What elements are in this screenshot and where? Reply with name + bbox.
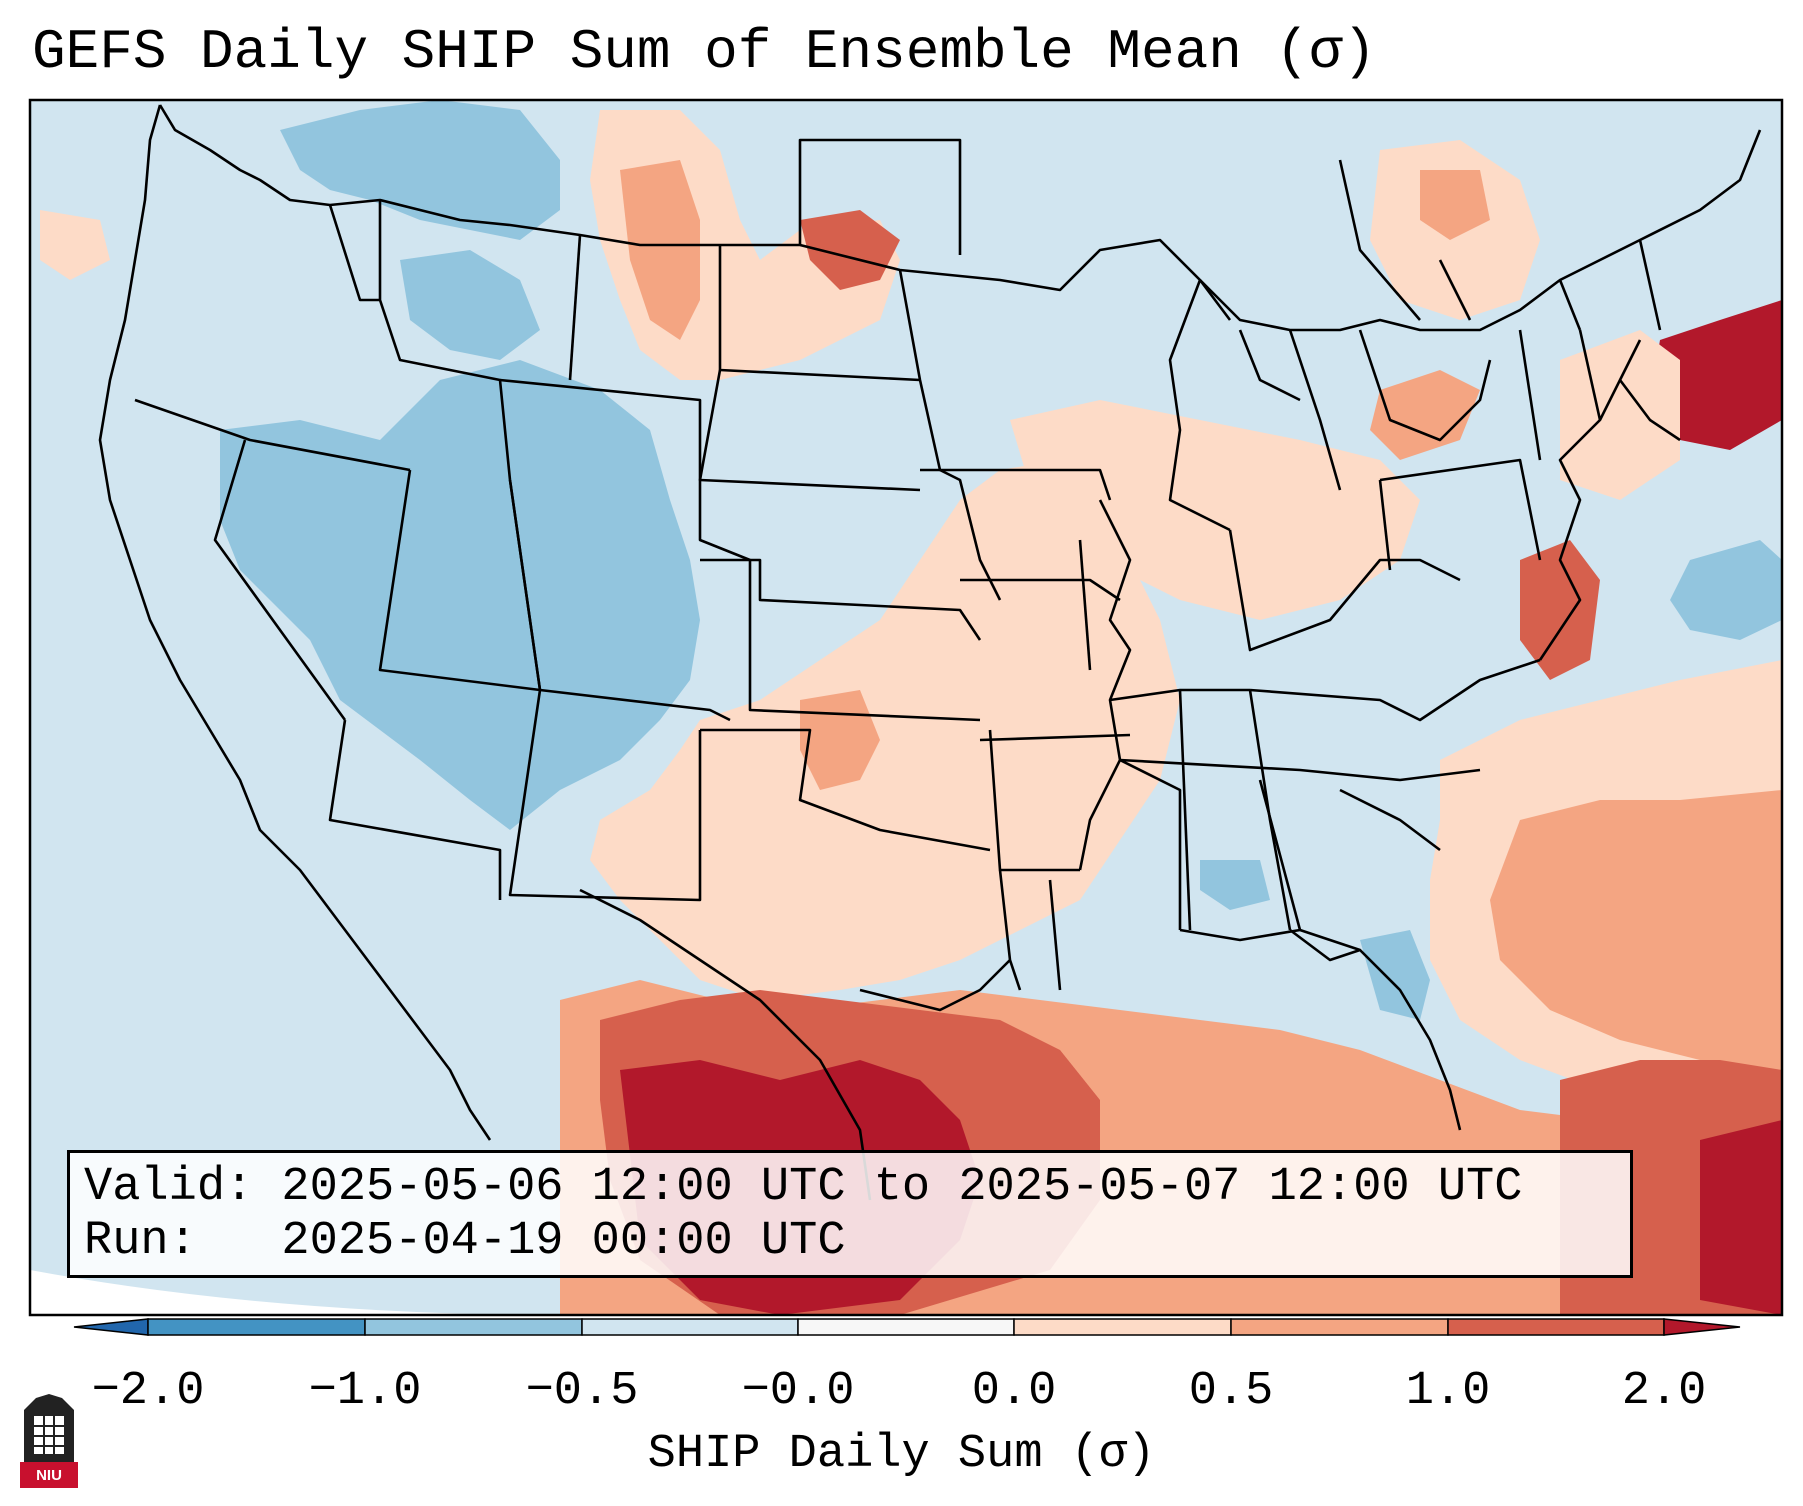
colorbar-tick-label: −1.0 [308, 1365, 422, 1418]
field-negative-interior [400, 250, 540, 360]
field-negative-south [1200, 860, 1270, 910]
map-frame [28, 98, 1784, 1317]
colorbar-tick-label: 0.0 [971, 1365, 1057, 1418]
colorbar [73, 1318, 1741, 1336]
projection-edge-left [30, 1270, 640, 1315]
map-title: GEFS Daily SHIP Sum of Ensemble Mean (σ) [32, 20, 1377, 84]
colorbar-segment-7 [1447, 1318, 1665, 1336]
field-positive-caribbean [1700, 1120, 1782, 1315]
colorbar-extend-high [1663, 1318, 1741, 1336]
field-negative-nw [280, 100, 560, 240]
info-box: Valid: 2025-05-06 12:00 UTC to 2025-05-0… [67, 1150, 1633, 1278]
field-negative-west [220, 360, 700, 830]
state-boundaries [98, 104, 1762, 1201]
colorbar-label: SHIP Daily Sum (σ) [647, 1428, 1156, 1481]
colorbar-segment-1 [147, 1318, 366, 1336]
field-positive-greatlakes [1370, 370, 1480, 460]
colorbar-tick-label: 2.0 [1621, 1365, 1707, 1418]
colorbar-tick-label: −0.0 [741, 1365, 855, 1418]
field-positive-midatl [1520, 540, 1600, 680]
field-positive-pacific [40, 210, 110, 280]
field-positive-dakota [800, 210, 900, 290]
field-positive-ohio [1010, 400, 1420, 620]
colorbar-tick-label: 0.5 [1188, 1365, 1274, 1418]
valid-time-text: Valid: 2025-05-06 12:00 UTC to 2025-05-0… [84, 1161, 1523, 1214]
field-positive-plains-n-strong [620, 160, 700, 340]
niu-logo: NIU [20, 1392, 78, 1488]
field-negative-atlantic [1670, 540, 1782, 640]
colorbar-segment-5 [1013, 1318, 1232, 1336]
colorbar-extend-low [73, 1318, 149, 1336]
colorbar-tick-label: −2.0 [91, 1365, 205, 1418]
colorbar-tick-label: 1.0 [1405, 1365, 1491, 1418]
niu-logo-text: NIU [36, 1467, 62, 1484]
niu-logo-icon [20, 1394, 78, 1488]
colorbar-segment-4 [797, 1318, 1015, 1336]
colorbar-tick-label: −0.5 [525, 1365, 639, 1418]
colorbar-segment-3 [581, 1318, 799, 1336]
colorbar-segment-6 [1230, 1318, 1449, 1336]
field-positive-northeast [1650, 300, 1782, 450]
run-time-text: Run: 2025-04-19 00:00 UTC [84, 1215, 846, 1268]
colorbar-segment-2 [364, 1318, 583, 1336]
field-positive-central [590, 460, 1180, 1000]
field-positive-canada-e-core [1420, 170, 1490, 240]
field-positive-atlantic-strong [1490, 790, 1782, 1080]
field-negative-florida [1360, 930, 1430, 1020]
